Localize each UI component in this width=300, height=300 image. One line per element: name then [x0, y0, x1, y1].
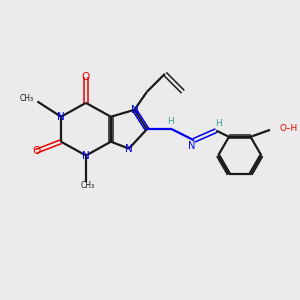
Text: CH₃: CH₃	[80, 181, 94, 190]
Text: N: N	[82, 151, 90, 160]
Text: N: N	[125, 144, 133, 154]
Text: H: H	[215, 118, 221, 127]
Text: N: N	[130, 105, 138, 115]
Text: O–H: O–H	[280, 124, 298, 133]
Text: N: N	[188, 141, 195, 152]
Text: CH₃: CH₃	[19, 94, 33, 103]
Text: O: O	[32, 146, 40, 156]
Text: H: H	[167, 117, 174, 126]
Text: O: O	[82, 71, 90, 82]
Text: N: N	[57, 112, 65, 122]
